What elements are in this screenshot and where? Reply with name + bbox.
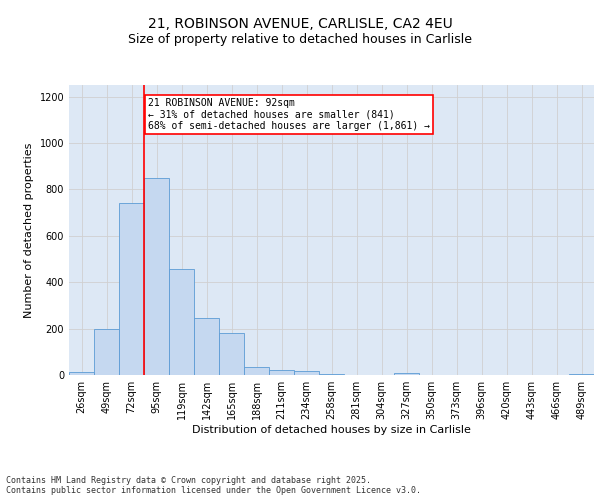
Bar: [94, 328, 119, 375]
Text: Size of property relative to detached houses in Carlisle: Size of property relative to detached ho…: [128, 32, 472, 46]
Bar: [294, 372, 319, 375]
Y-axis label: Number of detached properties: Number of detached properties: [24, 142, 34, 318]
X-axis label: Distribution of detached houses by size in Carlisle: Distribution of detached houses by size …: [192, 425, 471, 435]
Bar: [119, 204, 144, 375]
Text: 21 ROBINSON AVENUE: 92sqm
← 31% of detached houses are smaller (841)
68% of semi: 21 ROBINSON AVENUE: 92sqm ← 31% of detac…: [148, 98, 430, 131]
Bar: [569, 374, 594, 375]
Text: 21, ROBINSON AVENUE, CARLISLE, CA2 4EU: 21, ROBINSON AVENUE, CARLISLE, CA2 4EU: [148, 18, 452, 32]
Bar: [144, 178, 169, 375]
Text: Contains HM Land Registry data © Crown copyright and database right 2025.
Contai: Contains HM Land Registry data © Crown c…: [6, 476, 421, 495]
Bar: [269, 370, 294, 375]
Bar: [394, 373, 419, 375]
Bar: [69, 372, 94, 375]
Bar: [319, 374, 344, 375]
Bar: [219, 333, 244, 375]
Bar: [194, 318, 219, 375]
Bar: [169, 270, 194, 375]
Bar: [244, 367, 269, 375]
